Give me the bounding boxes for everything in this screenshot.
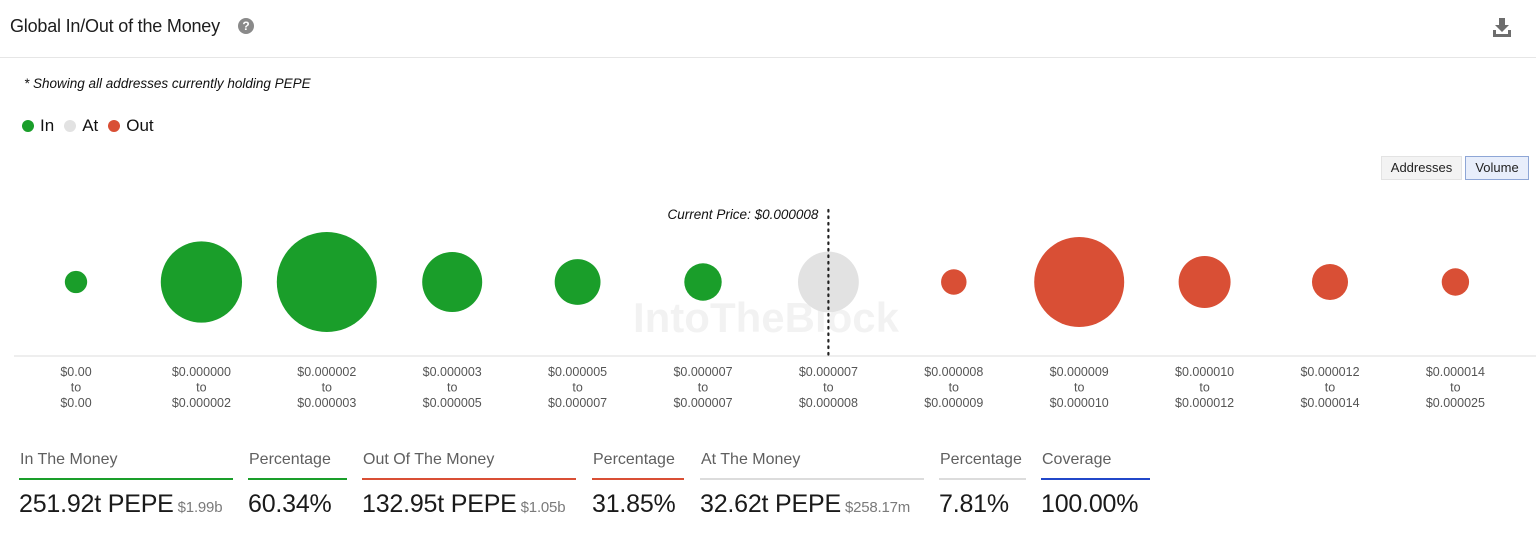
stat-in-the-money: In The Money 251.92t PEPE $1.99b — [19, 446, 233, 519]
legend-label-in: In — [40, 116, 55, 135]
bubble-in — [64, 270, 88, 294]
bubble-in — [160, 241, 243, 323]
stat-value: 31.85% — [592, 490, 676, 518]
x-tick-label: $0.000007 to $0.000008 — [799, 365, 858, 410]
header: Global In/Out of the Money ? — [0, 0, 1536, 58]
stat-label: Percentage — [939, 446, 1026, 480]
legend-dot-at — [64, 120, 77, 132]
x-tick-label: $0.000009 to $0.000010 — [1050, 365, 1109, 410]
bubble-chart: IntoTheBlock $0.00 to $0.00 $0.000000 to $0.00… — [14, 207, 1536, 410]
stat-label: Percentage — [248, 446, 347, 480]
stat-value: 32.62t PEPE $258.17m — [700, 490, 911, 518]
question-circle-icon[interactable]: ? — [238, 18, 254, 34]
x-tick-label: $0.000010 to $0.000012 — [1175, 365, 1234, 410]
volume-toggle-button[interactable]: Volume — [1465, 156, 1529, 180]
stat-label: Coverage — [1041, 446, 1150, 480]
x-tick-label: $0.000014 to $0.000025 — [1426, 365, 1485, 410]
holding-note: * Showing all addresses currently holdin… — [24, 76, 311, 91]
legend-dot-in — [22, 120, 34, 132]
stat-at-percentage: Percentage 7.81% — [939, 446, 1026, 519]
stat-label: In The Money — [19, 446, 233, 480]
stat-out-of-the-money: Out Of The Money 132.95t PEPE $1.05b — [362, 446, 576, 519]
stat-value: 251.92t PEPE $1.99b — [19, 490, 223, 518]
stat-label: At The Money — [700, 446, 924, 480]
bubble-out — [1034, 237, 1125, 327]
bubble-out — [1178, 256, 1231, 308]
page-title: Global In/Out of the Money — [10, 16, 220, 36]
addresses-toggle-button[interactable]: Addresses — [1381, 156, 1462, 180]
bubble-out — [1441, 268, 1470, 296]
x-tick-label: $0.000012 to $0.000014 — [1300, 365, 1359, 410]
stat-out-percentage: Percentage 31.85% — [592, 446, 684, 519]
stat-value: 132.95t PEPE $1.05b — [362, 490, 566, 518]
legend-label-at: At — [82, 116, 99, 135]
bubble-out — [941, 269, 967, 295]
stat-label: Out Of The Money — [362, 446, 576, 480]
x-tick-label: $0.000008 to $0.000009 — [924, 365, 983, 410]
stat-at-the-money: At The Money 32.62t PEPE $258.17m — [700, 446, 924, 519]
x-tick-label: $0.000002 to $0.000003 — [297, 365, 356, 410]
stat-coverage: Coverage 100.00% — [1041, 446, 1150, 519]
bubble-in — [684, 263, 722, 301]
legend-item-out[interactable]: Out — [108, 116, 154, 136]
stat-in-percentage: Percentage 60.34% — [248, 446, 347, 519]
stat-label: Percentage — [592, 446, 684, 480]
bubble-in — [554, 259, 601, 305]
x-tick-label: $0.00 to $0.00 — [60, 365, 91, 410]
bubble-out — [1311, 263, 1349, 301]
legend-label-out: Out — [126, 116, 154, 135]
stat-value: 7.81% — [939, 490, 1009, 518]
watermark-text: IntoTheBlock — [633, 294, 900, 341]
chart-legend: In At Out — [22, 116, 164, 136]
x-tick-label: $0.000005 to $0.000007 — [548, 365, 607, 410]
summary-stats: In The Money 251.92t PEPE $1.99b Percenta… — [0, 446, 1536, 536]
bubble-in — [422, 252, 483, 312]
x-tick-label: $0.000003 to $0.000005 — [423, 365, 482, 410]
legend-dot-out — [108, 120, 121, 132]
download-icon[interactable] — [1491, 16, 1513, 38]
legend-item-at[interactable]: At — [64, 116, 98, 136]
stat-value: 60.34% — [248, 490, 332, 518]
stat-value: 100.00% — [1041, 490, 1139, 518]
bubble-in — [276, 232, 377, 332]
x-tick-label: $0.000007 to $0.000007 — [673, 365, 732, 410]
legend-item-in[interactable]: In — [22, 116, 54, 136]
current-price-label: Current Price: $0.000008 — [668, 207, 819, 222]
x-tick-label: $0.000000 to $0.000002 — [172, 365, 231, 410]
